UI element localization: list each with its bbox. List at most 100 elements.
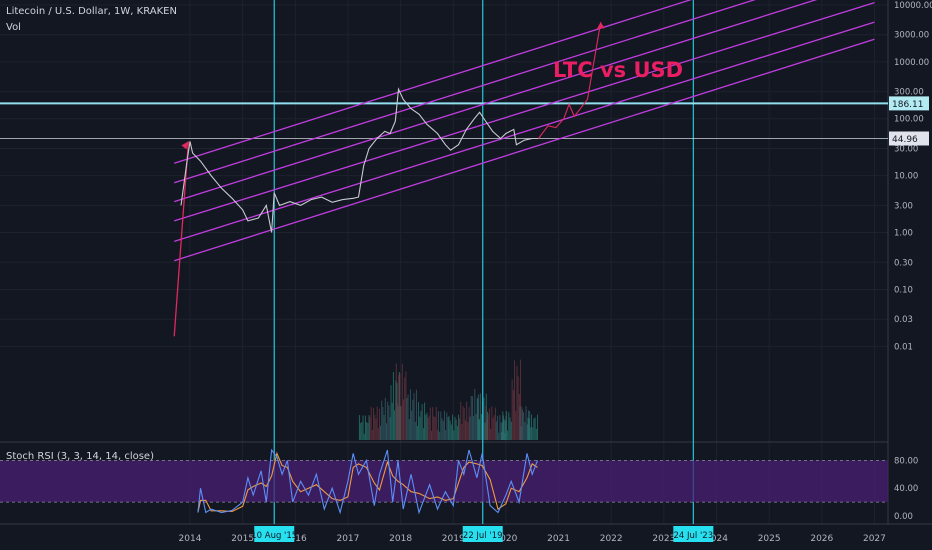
volume-bar — [447, 417, 449, 440]
year-tick-label: 2018 — [389, 534, 412, 544]
volume-bar — [427, 417, 429, 440]
volume-bar — [501, 432, 503, 440]
volume-bar — [430, 430, 432, 440]
volume-bar — [500, 422, 502, 440]
volume-bar — [418, 402, 420, 440]
volume-bar — [439, 431, 441, 440]
rsi-tick-label: 40.00 — [894, 484, 918, 494]
volume-bar — [461, 423, 463, 440]
volume-bar — [517, 376, 519, 440]
volume-bar — [492, 418, 494, 440]
volume-bar — [537, 414, 539, 440]
volume-bar — [445, 430, 447, 440]
volume-bar — [534, 417, 536, 440]
volume-bar — [464, 420, 466, 440]
volume-bar — [369, 417, 371, 440]
volume-bar — [507, 430, 509, 440]
volume-bar — [388, 405, 390, 440]
volume-bar — [404, 377, 406, 440]
volume-bar — [468, 407, 470, 440]
volume-bar — [498, 432, 500, 440]
volume-bar — [387, 401, 389, 440]
volume-bar — [358, 415, 360, 440]
date-marker-box — [673, 526, 714, 542]
volume-bar — [466, 401, 468, 440]
volume-bar — [373, 407, 375, 440]
year-tick-label: 2020 — [494, 534, 517, 544]
volume-bar — [469, 416, 471, 440]
volume-bar — [463, 408, 465, 440]
year-tick-label: 2014 — [179, 534, 202, 544]
volume-bar — [408, 419, 410, 440]
volume-bar — [414, 421, 416, 440]
volume-bar — [443, 410, 445, 440]
volume-bar — [486, 419, 488, 440]
price-tick-label: 100.00 — [894, 115, 924, 125]
volume-bar — [511, 379, 513, 440]
volume-bar — [398, 374, 400, 440]
volume-bar — [403, 399, 404, 440]
date-marker-box — [462, 526, 503, 542]
year-tick-label: 2026 — [810, 534, 833, 544]
volume-bar — [481, 414, 483, 440]
date-marker-label: 22 Jul '19 — [463, 531, 503, 541]
price-tick-label: 1000.00 — [894, 58, 929, 68]
volume-bar — [485, 406, 487, 440]
volume-bar — [528, 418, 530, 440]
projection-line — [538, 22, 602, 139]
volume-bar — [426, 412, 428, 440]
volume-bar — [381, 400, 383, 440]
volume-bar — [518, 394, 520, 440]
price-series-line — [180, 87, 539, 233]
volume-bar — [380, 425, 382, 440]
volume-bar — [416, 425, 418, 440]
volume-bar — [475, 413, 477, 440]
channel-line — [174, 0, 693, 164]
volume-bar — [454, 416, 456, 440]
volume-bar — [510, 421, 512, 440]
stoch-rsi-k-line — [197, 448, 539, 515]
volume-bar — [508, 412, 510, 440]
volume-bar — [433, 416, 435, 440]
volume-bar — [425, 414, 427, 440]
volume-bar — [462, 406, 464, 440]
trend-arrow — [173, 141, 190, 337]
volume-bar — [531, 414, 533, 440]
volume-bar — [483, 397, 485, 440]
year-tick-label: 2023 — [652, 534, 675, 544]
volume-bar — [374, 414, 376, 440]
volume-bar — [428, 415, 430, 440]
channel-line — [174, 0, 756, 184]
price-tick-label: 0.03 — [894, 315, 913, 325]
volume-bar — [432, 407, 434, 440]
date-marker-label: 10 Aug '15 — [251, 531, 297, 541]
symbol-legend: Litecoin / U.S. Dollar, 1W, KRAKEN — [6, 6, 177, 17]
volume-bar — [476, 397, 478, 440]
price-tick-label: 0.30 — [894, 258, 913, 268]
price-tick-label: 0.10 — [894, 285, 913, 295]
volume-bar — [503, 418, 505, 440]
channel-line — [174, 0, 818, 203]
volume-bar — [479, 418, 481, 440]
volume-bar — [519, 406, 521, 440]
volume-bar — [533, 418, 535, 440]
volume-bar — [409, 389, 411, 440]
price-tick-label: 3000.00 — [894, 31, 929, 41]
channel-line — [174, 38, 875, 262]
volume-bar — [392, 372, 394, 440]
price-tick-label: 300.00 — [894, 88, 924, 98]
volume-bar — [390, 385, 392, 440]
volume-bar — [386, 423, 388, 440]
rsi-tick-label: 80.00 — [894, 456, 918, 466]
year-tick-label: 2016 — [284, 534, 307, 544]
volume-bar — [467, 421, 469, 440]
volume-bar — [477, 398, 479, 440]
volume-bar — [505, 410, 507, 440]
volume-bar — [499, 415, 501, 440]
price-label-text: 186.11 — [892, 100, 924, 110]
volume-bar — [512, 390, 514, 440]
volume-bar — [524, 422, 526, 440]
stoch-rsi-legend: Stoch RSI (3, 3, 14, 14, close) — [6, 451, 154, 462]
volume-bar — [413, 393, 415, 440]
